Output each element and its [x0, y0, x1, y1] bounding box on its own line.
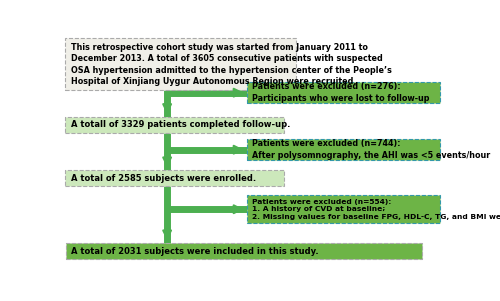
Text: Patients were excluded (n=744):
After polysomnography, the AHI was <5 events/hou: Patients were excluded (n=744): After po…	[252, 139, 490, 160]
FancyBboxPatch shape	[66, 170, 284, 186]
FancyBboxPatch shape	[246, 139, 440, 160]
FancyBboxPatch shape	[66, 38, 296, 91]
FancyBboxPatch shape	[246, 195, 440, 223]
Text: A total of 2031 subjects were included in this study.: A total of 2031 subjects were included i…	[72, 247, 319, 256]
Text: This retrospective cohort study was started from January 2011 to
December 2013. : This retrospective cohort study was star…	[71, 43, 392, 86]
FancyBboxPatch shape	[66, 243, 422, 259]
Text: Patients were excluded (n=276):
Participants who were lost to follow-up: Patients were excluded (n=276): Particip…	[252, 82, 430, 103]
FancyBboxPatch shape	[66, 117, 284, 133]
Text: A total of 2585 subjects were enrolled.: A total of 2585 subjects were enrolled.	[71, 174, 256, 183]
Text: Patients were excluded (n=554):
1. A history of CVD at baseline;
2. Missing valu: Patients were excluded (n=554): 1. A his…	[252, 198, 500, 220]
FancyBboxPatch shape	[246, 82, 440, 103]
Text: A totall of 3329 patients completed follow-up.: A totall of 3329 patients completed foll…	[71, 120, 290, 129]
